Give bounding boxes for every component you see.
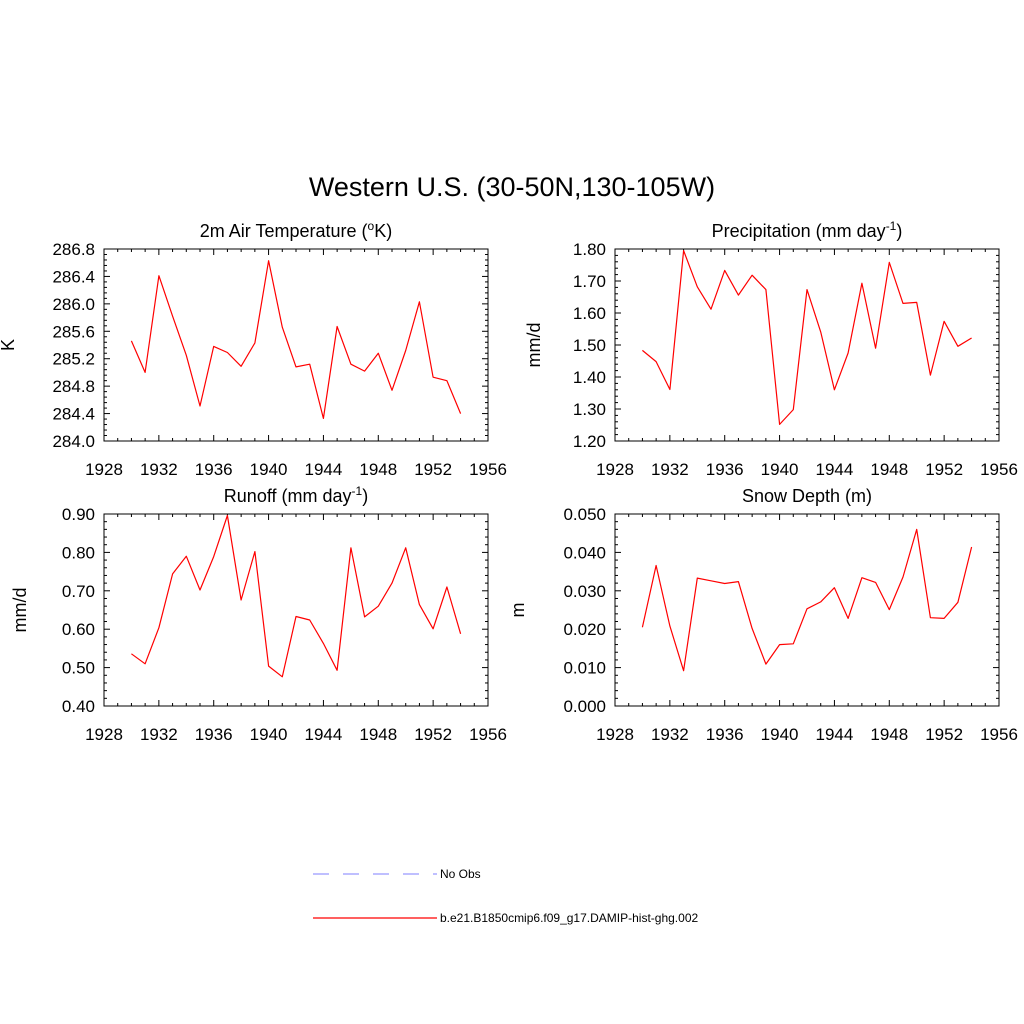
series-line [642, 250, 972, 425]
x-tick-label: 1940 [761, 460, 799, 479]
x-tick-label: 1928 [85, 725, 123, 744]
y-tick-label: 284.0 [52, 432, 95, 451]
y-tick-label: 286.8 [52, 240, 95, 259]
series-line [130, 260, 462, 419]
panel-runoff: 1928 1932 1936 1940 1944 1948 1952 1956 0.40 0.50… [10, 484, 507, 744]
panel-snow-depth: 1928 1932 1936 1940 1944 1948 1952 1956 0.000 0.0… [508, 486, 1018, 744]
panel-precipitation: 1928 1932 1936 1940 1944 1948 1952 1956 1.20 1.30… [524, 219, 1018, 479]
x-tick-label: 1940 [250, 725, 288, 744]
panel-title-text: Runoff (mm day [224, 486, 352, 506]
y-tick-label: 1.30 [573, 400, 606, 419]
y-tick-label: 0.020 [563, 620, 606, 639]
y-axis-label: m [508, 603, 528, 618]
x-tick-label: 1936 [706, 725, 744, 744]
y-tick-label: 0.050 [563, 505, 606, 524]
legend-model-label: b.e21.B1850cmip6.f09_g17.DAMIP-hist-ghg.… [440, 911, 698, 925]
x-tick-label: 1928 [596, 460, 634, 479]
x-tick-label: 1944 [816, 725, 854, 744]
y-tick-label: 286.4 [52, 267, 95, 286]
panel-title-text: Snow Depth (m) [742, 486, 872, 506]
y-tick-label: 0.40 [62, 697, 95, 716]
plot-frame [103, 513, 489, 707]
panel-title-superscript: o [368, 219, 375, 233]
panel-title: 2m Air Temperature (oK) [200, 219, 392, 241]
x-tick-label: 1952 [925, 725, 963, 744]
x-tick-label: 1956 [469, 725, 507, 744]
x-tick-label: 1944 [305, 460, 343, 479]
panel-title-text-end: ) [896, 221, 902, 241]
chart-panels: 1928 1932 1936 1940 1944 1948 1952 1956 284.0 284… [0, 219, 1018, 744]
x-tick-label: 1956 [980, 725, 1018, 744]
panel-title-text-end: ) [362, 486, 368, 506]
series-line [131, 514, 462, 678]
y-tick-label: 284.4 [52, 405, 95, 424]
series-line [641, 528, 973, 672]
plot-frame [614, 248, 1000, 442]
y-tick-label: 0.030 [563, 582, 606, 601]
y-tick-label: 1.50 [573, 336, 606, 355]
y-tick-label: 0.50 [62, 659, 95, 678]
y-axis-label: K [0, 339, 18, 351]
y-tick-label: 1.20 [573, 432, 606, 451]
panel-title-text-end: K) [374, 221, 392, 241]
y-tick-label: 1.80 [573, 240, 606, 259]
y-tick-label: 0.60 [62, 620, 95, 639]
y-tick-label: 0.000 [563, 697, 606, 716]
panel-title: Runoff (mm day-1) [224, 484, 368, 506]
y-tick-label: 285.2 [52, 350, 95, 369]
x-tick-label: 1948 [870, 460, 908, 479]
x-tick-label: 1952 [414, 460, 452, 479]
panel-title-text: 2m Air Temperature ( [200, 221, 368, 241]
panel-title-superscript: -1 [352, 484, 363, 498]
x-tick-label: 1956 [980, 460, 1018, 479]
y-tick-label: 1.60 [573, 304, 606, 323]
panel-title-text: Precipitation (mm day [712, 221, 886, 241]
x-tick-label: 1944 [305, 725, 343, 744]
y-tick-label: 0.90 [62, 505, 95, 524]
legend: No Obs b.e21.B1850cmip6.f09_g17.DAMIP-hi… [313, 867, 698, 925]
y-tick-label: 0.040 [563, 543, 606, 562]
x-tick-label: 1948 [359, 725, 397, 744]
panel-temperature: 1928 1932 1936 1940 1944 1948 1952 1956 284.0 284… [0, 219, 507, 479]
x-tick-label: 1956 [469, 460, 507, 479]
x-tick-label: 1936 [195, 725, 233, 744]
y-tick-label: 286.0 [52, 295, 95, 314]
figure-title: Western U.S. (30-50N,130-105W) [309, 172, 715, 202]
x-tick-label: 1940 [250, 460, 288, 479]
y-axis-label: mm/d [524, 323, 544, 368]
x-tick-label: 1928 [85, 460, 123, 479]
plot-frame [103, 248, 489, 442]
x-tick-label: 1928 [596, 725, 634, 744]
x-tick-label: 1932 [651, 725, 689, 744]
x-tick-label: 1948 [359, 460, 397, 479]
panel-title-superscript: -1 [886, 219, 897, 233]
x-tick-label: 1932 [140, 725, 178, 744]
x-tick-label: 1932 [651, 460, 689, 479]
y-axis-label: mm/d [10, 588, 30, 633]
x-tick-label: 1936 [195, 460, 233, 479]
y-tick-label: 1.40 [573, 368, 606, 387]
y-tick-label: 0.70 [62, 582, 95, 601]
x-tick-label: 1944 [816, 460, 854, 479]
y-tick-label: 0.010 [563, 659, 606, 678]
legend-obs-label: No Obs [440, 867, 481, 881]
panel-title: Precipitation (mm day-1) [712, 219, 903, 241]
x-tick-label: 1952 [925, 460, 963, 479]
x-tick-label: 1952 [414, 725, 452, 744]
panel-title: Snow Depth (m) [742, 486, 872, 506]
y-tick-label: 1.70 [573, 272, 606, 291]
y-tick-label: 0.80 [62, 543, 95, 562]
x-tick-label: 1940 [761, 725, 799, 744]
x-tick-label: 1936 [706, 460, 744, 479]
x-tick-label: 1932 [140, 460, 178, 479]
x-tick-label: 1948 [870, 725, 908, 744]
y-tick-label: 285.6 [52, 322, 95, 341]
y-tick-label: 284.8 [52, 377, 95, 396]
